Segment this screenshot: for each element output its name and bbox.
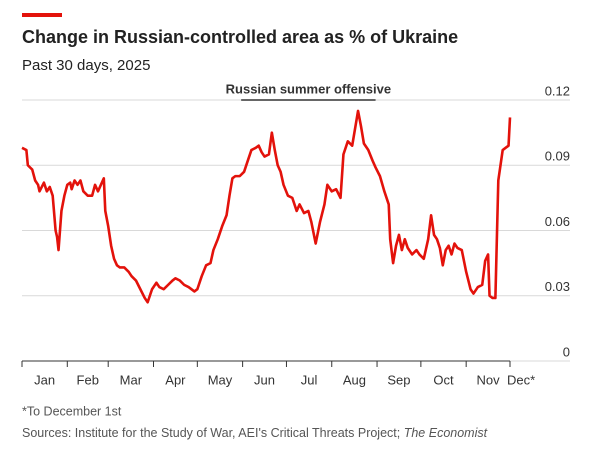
x-tick-label: Oct <box>433 372 454 387</box>
y-tick-label: 0.06 <box>545 214 570 229</box>
x-tick-label: May <box>208 372 233 387</box>
y-tick-label: 0.09 <box>545 149 570 164</box>
x-tick-label: Aug <box>343 372 366 387</box>
chart-subtitle: Past 30 days, 2025 <box>22 57 150 74</box>
source: Sources: Institute for the Study of War,… <box>22 426 488 440</box>
x-tick-label: Mar <box>120 372 143 387</box>
source-text: Sources: Institute for the Study of War,… <box>22 426 404 440</box>
chart-title: Change in Russian-controlled area as % o… <box>22 27 458 47</box>
x-tick-label: Nov <box>477 372 501 387</box>
x-tick-label: Sep <box>387 372 410 387</box>
footnote: *To December 1st <box>22 404 122 418</box>
x-tick-label: Jun <box>254 372 275 387</box>
y-tick-label: 0.03 <box>545 279 570 294</box>
y-tick-label: 0.12 <box>545 83 570 98</box>
x-tick-label: Jan <box>34 372 55 387</box>
x-tick-label: Apr <box>165 372 186 387</box>
x-tick-label: Feb <box>77 372 99 387</box>
data-line <box>21 109 512 304</box>
annotation-label: Russian summer offensive <box>226 81 391 96</box>
x-tick-label: Jul <box>301 372 318 387</box>
x-tick-label: Dec* <box>507 372 535 387</box>
brand-bar <box>22 13 62 17</box>
source-italic: The Economist <box>404 426 488 440</box>
y-tick-label: 0 <box>563 344 570 359</box>
